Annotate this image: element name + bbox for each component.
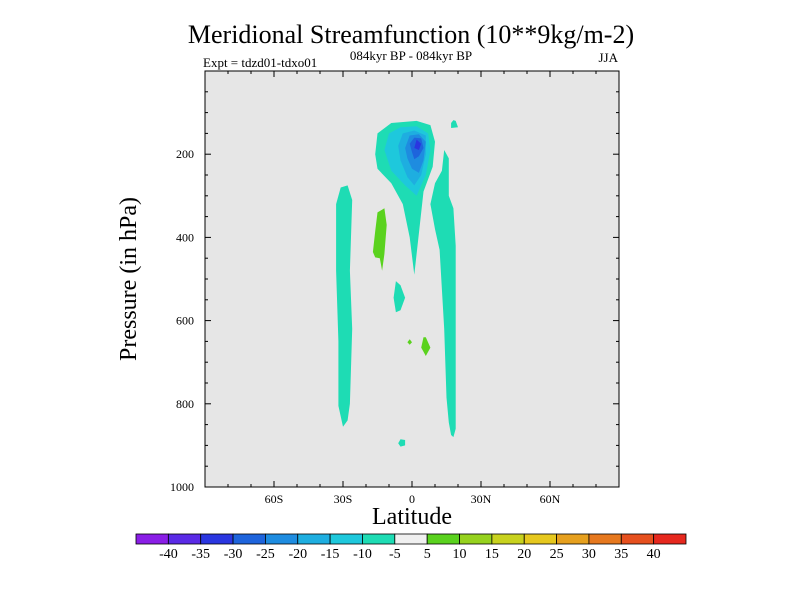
colorbar-label: -20 xyxy=(288,547,307,562)
colorbar-label: 15 xyxy=(485,547,499,562)
x-tick-label: 60S xyxy=(265,492,284,506)
contour-region-11 xyxy=(421,337,431,356)
colorbar-swatch xyxy=(232,533,266,545)
colorbar-swatch xyxy=(135,533,169,545)
contour-region-8 xyxy=(430,150,456,438)
chart-title: Meridional Streamfunction (10**9kg/m-2) xyxy=(188,20,634,49)
colorbar-swatch xyxy=(653,533,687,545)
colorbar-label: 40 xyxy=(647,547,661,562)
colorbar-label: 20 xyxy=(517,547,531,562)
contour-regions xyxy=(336,120,458,447)
y-tick-label: 200 xyxy=(176,147,194,161)
colorbar-swatch xyxy=(394,533,428,545)
colorbar-swatch xyxy=(588,533,622,545)
colorbar-swatch xyxy=(265,533,299,545)
y-axis-label: Pressure (in hPa) xyxy=(116,197,142,361)
colorbar-label: -10 xyxy=(353,547,372,562)
x-tick-label: 60N xyxy=(540,492,561,506)
colorbar-label: -25 xyxy=(256,547,275,562)
colorbar-label: 30 xyxy=(582,547,596,562)
contour-region-5 xyxy=(414,139,422,150)
colorbar-swatch xyxy=(362,533,396,545)
contour-region-6 xyxy=(451,120,458,128)
colorbar-swatch xyxy=(523,533,557,545)
colorbar-label: -35 xyxy=(191,547,210,562)
colorbar-swatch xyxy=(200,533,234,545)
colorbar: -40 -35 -30 -25 -20 -15 -10 -5 5 10 15 20 25 30 35 40 xyxy=(135,533,687,562)
contour-region-12 xyxy=(407,339,412,345)
contour-region-13 xyxy=(398,439,406,447)
x-tick-label: 30S xyxy=(334,492,353,506)
y-tick-label: 600 xyxy=(176,314,194,328)
contour-region-10 xyxy=(393,281,406,313)
colorbar-label: 5 xyxy=(424,547,431,562)
axes: 60S 30S 0 30N 60N 200 400 600 800 1000 xyxy=(170,71,619,506)
colorbar-label: 35 xyxy=(614,547,628,562)
colorbar-swatch xyxy=(297,533,331,545)
colorbar-swatch xyxy=(426,533,460,545)
chart-subtitle-left: Expt = tdzd01-tdxo01 xyxy=(203,55,317,70)
colorbar-swatch xyxy=(459,533,493,545)
colorbar-label: -40 xyxy=(159,547,178,562)
x-axis-label: Latitude xyxy=(372,504,452,530)
colorbar-swatch xyxy=(556,533,590,545)
colorbar-swatch xyxy=(620,533,655,545)
chart-subtitle-right: JJA xyxy=(598,50,618,65)
colorbar-swatch xyxy=(329,533,363,545)
colorbar-label: -5 xyxy=(389,547,401,562)
y-tick-label: 1000 xyxy=(170,480,194,494)
contour-region-7 xyxy=(336,185,353,427)
x-tick-label: 0 xyxy=(409,492,415,506)
contour-region-9 xyxy=(372,208,387,271)
colorbar-swatch xyxy=(167,533,202,545)
colorbar-label: -30 xyxy=(224,547,243,562)
colorbar-swatch xyxy=(491,533,525,545)
colorbar-label: 25 xyxy=(550,547,564,562)
colorbar-label: -15 xyxy=(321,547,340,562)
colorbar-label: 10 xyxy=(453,547,467,562)
y-tick-label: 400 xyxy=(176,230,194,244)
x-tick-label: 30N xyxy=(471,492,492,506)
y-tick-label: 800 xyxy=(176,397,194,411)
chart-subtitle-center: 084kyr BP - 084kyr BP xyxy=(350,48,472,63)
